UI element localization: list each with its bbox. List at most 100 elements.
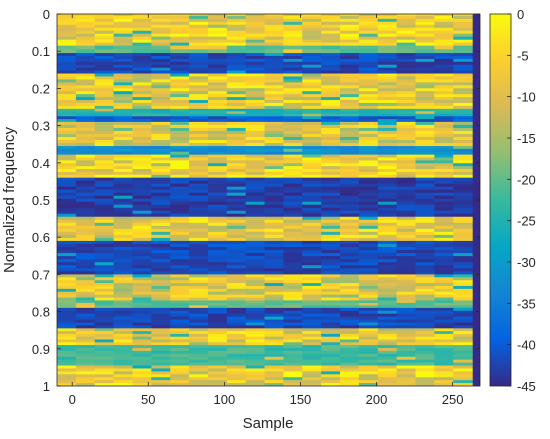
heatmap-cell xyxy=(283,82,303,86)
heatmap-cell xyxy=(264,302,285,306)
heatmap-cell xyxy=(283,283,303,287)
heatmap-cell xyxy=(189,195,209,200)
heatmap-cell xyxy=(264,336,285,341)
heatmap-cell xyxy=(321,49,341,54)
heatmap-cell xyxy=(396,85,417,89)
heatmap-cell xyxy=(151,207,171,212)
heatmap-cell xyxy=(415,247,435,251)
colorbar-tick-label: -15 xyxy=(517,131,536,146)
heatmap-cell xyxy=(396,280,417,284)
heatmap-cell xyxy=(340,174,360,179)
heatmap-cell xyxy=(358,225,379,230)
heatmap-cell xyxy=(245,64,266,69)
heatmap-cell xyxy=(453,198,473,203)
heatmap-cell xyxy=(321,201,341,206)
heatmap-cell xyxy=(453,259,473,263)
heatmap-cell xyxy=(264,225,285,230)
heatmap-cell xyxy=(283,146,303,150)
heatmap-cell xyxy=(75,207,96,212)
heatmap-cell xyxy=(358,121,379,126)
heatmap-cell xyxy=(245,171,266,176)
heatmap-cell xyxy=(377,336,398,341)
heatmap-cell xyxy=(245,305,266,309)
heatmap-cell xyxy=(170,305,190,309)
heatmap-cell xyxy=(94,73,115,78)
heatmap-cell xyxy=(396,39,417,44)
heatmap-cell xyxy=(340,302,360,306)
heatmap-cell xyxy=(321,222,341,227)
heatmap-cell xyxy=(283,256,303,260)
heatmap-cell xyxy=(151,237,171,242)
heatmap-cell xyxy=(94,274,115,278)
heatmap-cell xyxy=(189,177,209,182)
heatmap-cell xyxy=(264,356,285,361)
heatmap-cell xyxy=(226,210,247,215)
heatmap-cell xyxy=(415,45,435,50)
heatmap-cell xyxy=(434,368,454,372)
heatmap-cell xyxy=(132,143,152,147)
heatmap-cell xyxy=(226,61,247,66)
heatmap-cell xyxy=(302,383,322,386)
heatmap-cell xyxy=(434,371,454,375)
heatmap-cell xyxy=(132,339,152,343)
heatmap-cell xyxy=(57,247,77,251)
heatmap-cell xyxy=(283,201,303,206)
heatmap-cell xyxy=(245,42,266,47)
heatmap-cell xyxy=(340,166,360,170)
heatmap-cell xyxy=(57,127,77,132)
heatmap-cell xyxy=(264,316,285,321)
heatmap-cell xyxy=(264,256,285,260)
heatmap-cell xyxy=(151,33,171,38)
y-axis-ticks: 00.10.20.30.40.50.60.70.80.91 xyxy=(32,7,480,394)
heatmap-cell xyxy=(415,124,435,129)
heatmap-cell xyxy=(207,18,228,23)
heatmap-cell xyxy=(189,307,209,312)
heatmap-cell xyxy=(264,294,285,299)
heatmap-cell xyxy=(321,253,341,257)
heatmap-cell xyxy=(302,250,322,254)
heatmap-cell xyxy=(396,67,417,72)
heatmap-cell xyxy=(226,124,247,129)
heatmap-cell xyxy=(94,280,115,284)
heatmap-cell xyxy=(132,49,152,54)
heatmap-cell xyxy=(358,195,379,200)
heatmap-cell xyxy=(396,371,417,375)
heatmap-cell xyxy=(207,322,228,327)
heatmap-cell xyxy=(340,368,360,372)
heatmap-cell xyxy=(207,348,228,352)
heatmap-cell xyxy=(94,88,115,92)
heatmap-cell xyxy=(283,305,303,309)
heatmap-cell xyxy=(189,157,209,161)
heatmap-cell xyxy=(283,183,303,188)
heatmap-cell xyxy=(264,210,285,215)
heatmap-cell xyxy=(151,18,171,23)
heatmap-cell xyxy=(358,380,379,384)
heatmap-cell xyxy=(57,82,77,86)
heatmap-cell xyxy=(132,174,152,179)
heatmap-cell xyxy=(434,27,454,32)
heatmap-cell xyxy=(151,243,171,248)
heatmap-cell xyxy=(358,268,379,272)
heatmap-cell xyxy=(113,33,134,38)
heatmap-cell xyxy=(57,97,77,101)
heatmap-cell xyxy=(434,247,454,251)
heatmap-cell xyxy=(396,136,417,141)
heatmap-cell xyxy=(94,300,115,304)
heatmap-cell xyxy=(283,250,303,254)
heatmap-cell xyxy=(75,310,96,315)
heatmap-cell xyxy=(302,280,322,284)
heatmap-cell xyxy=(75,250,96,254)
heatmap-cell xyxy=(226,359,247,364)
heatmap-cell xyxy=(377,171,398,176)
heatmap-cell xyxy=(207,45,228,50)
colorbar-tick-label: -40 xyxy=(517,338,536,353)
heatmap-cell xyxy=(415,49,435,54)
heatmap-cell xyxy=(377,82,398,86)
heatmap-cell xyxy=(264,350,285,355)
heatmap-cell xyxy=(377,30,398,35)
heatmap-cell xyxy=(321,45,341,50)
heatmap-cell xyxy=(57,328,77,332)
heatmap-cell xyxy=(132,294,152,299)
heatmap-cell xyxy=(189,201,209,206)
heatmap-cell xyxy=(358,53,379,57)
